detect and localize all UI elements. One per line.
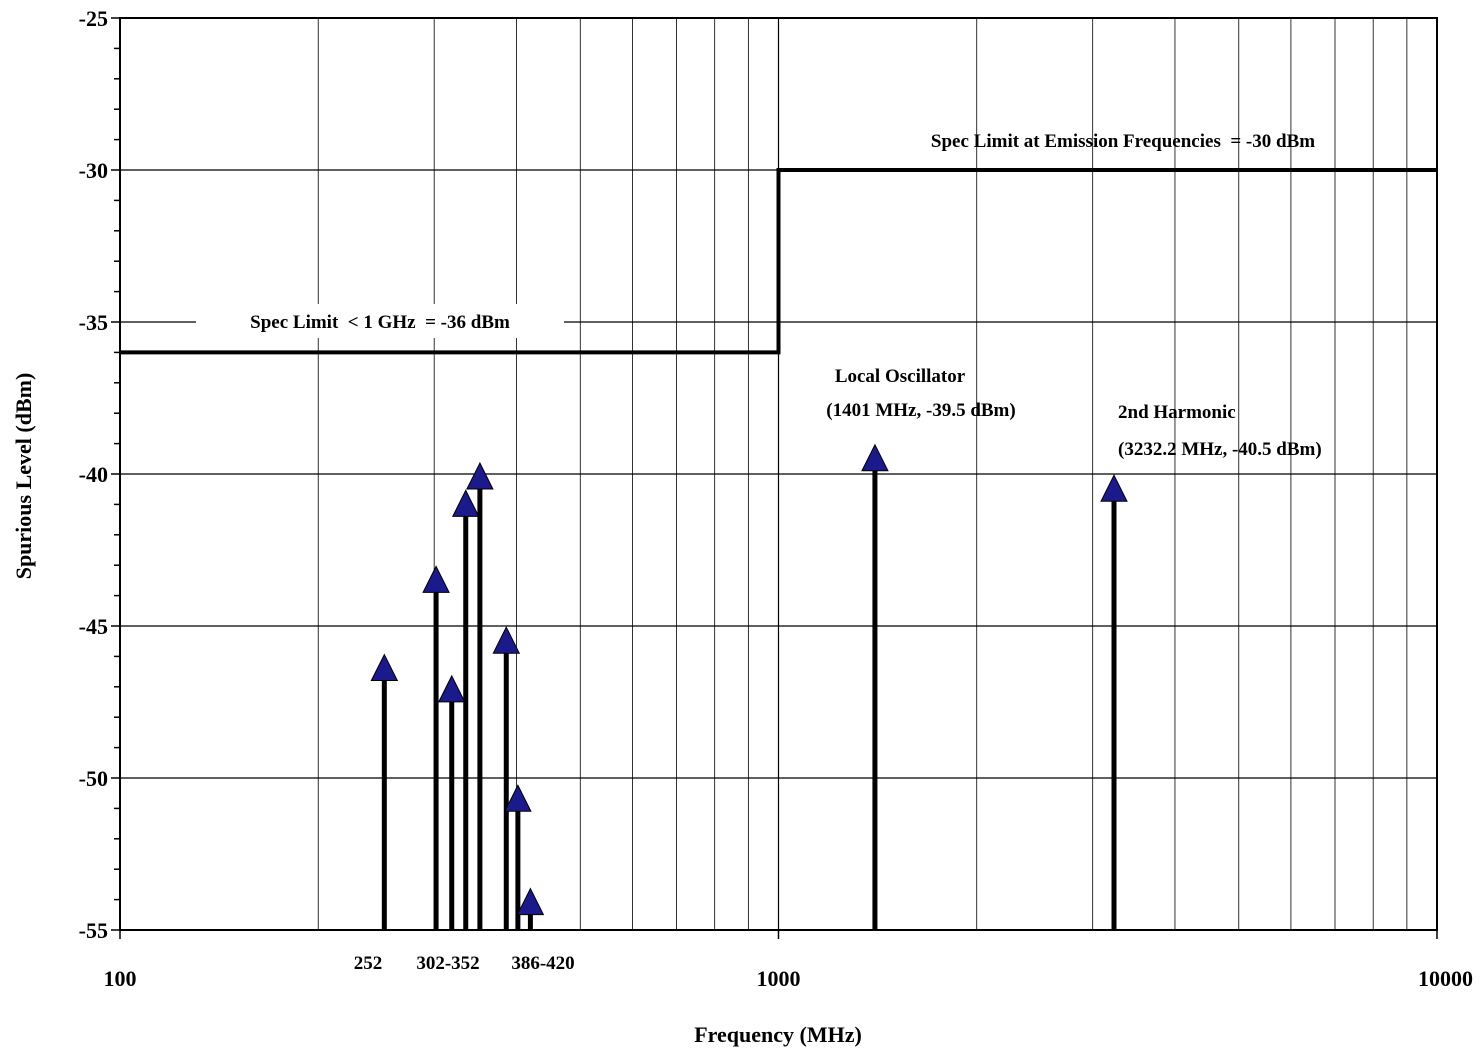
- spec-high-annotation: Spec Limit at Emission Frequencies = -30…: [931, 131, 1315, 152]
- spur-marker: [466, 461, 494, 490]
- tick-labels: -25 -30 -35 -40 -45 -50 -55 100 1000 10000: [79, 6, 1473, 991]
- y-tick-label: -30: [79, 158, 108, 183]
- y-tick-label: -40: [79, 462, 108, 487]
- x-tick-label: 10000: [1418, 966, 1473, 991]
- spur-marker: [437, 674, 466, 703]
- spec-limit-high-label: Spec Limit at Emission Frequencies = -30…: [931, 131, 1315, 152]
- local-oscillator-title: Local Oscillator: [835, 366, 966, 387]
- spec-limit-line: [120, 168, 1437, 355]
- freq-label-252: 252: [354, 953, 383, 974]
- x-tick-label: 1000: [757, 966, 801, 991]
- freq-label-302-352: 302-352: [416, 953, 479, 974]
- freq-label-386-420: 386-420: [511, 953, 574, 974]
- spec-limit-low-label: Spec Limit < 1 GHz = -36 dBm: [250, 312, 510, 333]
- y-tick-label: -35: [79, 310, 108, 335]
- second-harmonic-title: 2nd Harmonic: [1118, 402, 1236, 423]
- second-harmonic-value: (3232.2 MHz, -40.5 dBm): [1118, 439, 1322, 460]
- spur-marker: [422, 565, 450, 593]
- spur-marker: [451, 489, 480, 517]
- y-tick-label: -25: [79, 6, 108, 31]
- x-axis-title: Frequency (MHz): [694, 1022, 862, 1047]
- spur-marker: [516, 887, 545, 916]
- local-oscillator-value: (1401 MHz, -39.5 dBm): [826, 400, 1015, 421]
- x-tick-label: 100: [104, 966, 137, 991]
- spec-low-annotation: Spec Limit < 1 GHz = -36 dBm: [196, 304, 564, 338]
- spur-marker: [492, 626, 521, 654]
- spur-marker: [1100, 474, 1128, 502]
- y-tick-label: -50: [79, 766, 108, 791]
- spur-marker: [861, 443, 889, 472]
- y-tick-label: -45: [79, 614, 108, 639]
- spec-limit-polyline: [120, 168, 1437, 355]
- spur-marker: [370, 653, 399, 682]
- spur-marker: [504, 784, 532, 812]
- y-axis-title: Spurious Level (dBm): [11, 373, 36, 580]
- spur-markers: [370, 443, 1128, 930]
- y-tick-label: -55: [79, 918, 108, 943]
- axis-ticks: [111, 17, 1438, 939]
